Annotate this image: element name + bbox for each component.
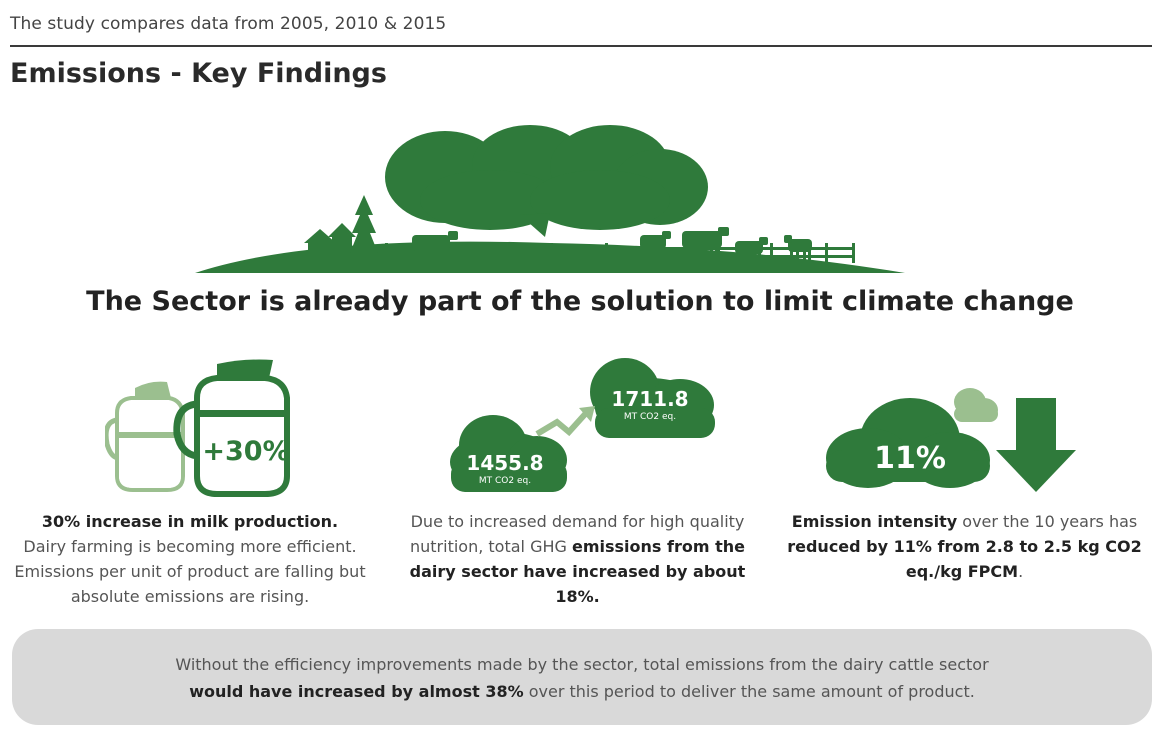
- intensity-end: .: [1018, 562, 1024, 581]
- trend-arrow-icon: [535, 409, 590, 437]
- intensity-cloud-icon: [826, 398, 990, 488]
- milk-text-block: 30% increase in milk production. Dairy f…: [0, 509, 380, 609]
- milk-jugs-icon: [105, 359, 290, 497]
- emissions-clouds-icon: [450, 358, 715, 492]
- intensity-bold-start: Emission intensity: [791, 512, 958, 531]
- footer-bold: would have increased by almost 38%: [189, 682, 524, 701]
- cow-icon: [735, 237, 768, 263]
- header-rule: [10, 45, 1152, 47]
- small-cloud-icon: [954, 388, 998, 422]
- high-cloud-icon: [590, 358, 715, 438]
- cow-icon: [412, 231, 458, 261]
- cow-icon: [640, 231, 671, 259]
- emissions-text-bold: emissions from the dairy sector have inc…: [409, 537, 746, 606]
- cow-icon: [784, 235, 812, 261]
- milk-body: Dairy farming is becoming more efficient…: [14, 537, 366, 606]
- large-jug-icon: [173, 359, 290, 497]
- emissions-high-value: 1711.8: [611, 387, 689, 411]
- emissions-text-block: Due to increased demand for high quality…: [400, 509, 755, 609]
- farmhouse-icon: [304, 223, 356, 259]
- intensity-bold-end: reduced by 11% from 2.8 to 2.5 kg CO2 eq…: [787, 537, 1142, 581]
- down-arrow-icon: [996, 398, 1076, 492]
- emissions-low-unit: MT CO2 eq.: [478, 476, 532, 486]
- tree-icon: [350, 195, 378, 261]
- top-note: The study compares data from 2005, 2010 …: [10, 14, 447, 34]
- page-title: Emissions - Key Findings: [10, 58, 387, 89]
- milk-badge: +30%: [202, 436, 290, 467]
- footer-banner: Without the efficiency improvements made…: [12, 629, 1152, 725]
- intensity-text-block: Emission intensity over the 10 years has…: [782, 509, 1147, 584]
- milk-title: 30% increase in milk production.: [41, 512, 339, 531]
- footer-plain-2: over this period to deliver the same amo…: [523, 682, 975, 701]
- low-cloud-icon: [450, 415, 567, 492]
- farm-cloud-illustration: [195, 125, 905, 273]
- small-jug-icon: [105, 381, 185, 492]
- intensity-value: 11%: [874, 441, 946, 476]
- footer-plain-1: Without the efficiency improvements made…: [175, 655, 989, 674]
- cow-icon: [682, 227, 729, 260]
- intensity-plain: over the 10 years has: [957, 512, 1138, 531]
- emissions-high-unit: MT CO2 eq.: [623, 412, 677, 422]
- emissions-text-plain: Due to increased demand for high quality…: [410, 512, 745, 556]
- speech-cloud-icon: [385, 125, 708, 237]
- emissions-low-value: 1455.8: [466, 451, 544, 475]
- footer-text: Without the efficiency improvements made…: [12, 651, 1152, 705]
- headline: The Sector is already part of the soluti…: [86, 286, 1074, 317]
- intensity-icon: [826, 388, 1076, 492]
